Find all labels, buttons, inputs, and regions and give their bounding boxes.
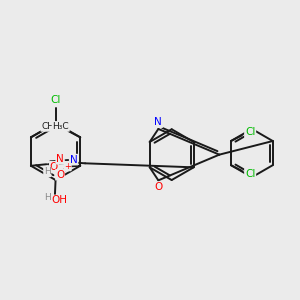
Text: H₃C: H₃C [52,122,69,131]
Text: OH: OH [52,196,68,206]
Text: H: H [44,194,51,202]
Text: O: O [56,170,64,180]
Text: Cl: Cl [245,128,255,137]
Text: CH₃: CH₃ [41,122,58,131]
Text: Cl: Cl [245,169,255,179]
Text: N: N [70,154,77,165]
Text: N: N [154,117,162,127]
Text: O: O [50,162,58,172]
Text: N: N [56,154,64,164]
Text: H: H [44,167,51,176]
Text: O: O [154,182,163,192]
Text: Cl: Cl [50,95,61,105]
Text: +: + [64,162,71,171]
